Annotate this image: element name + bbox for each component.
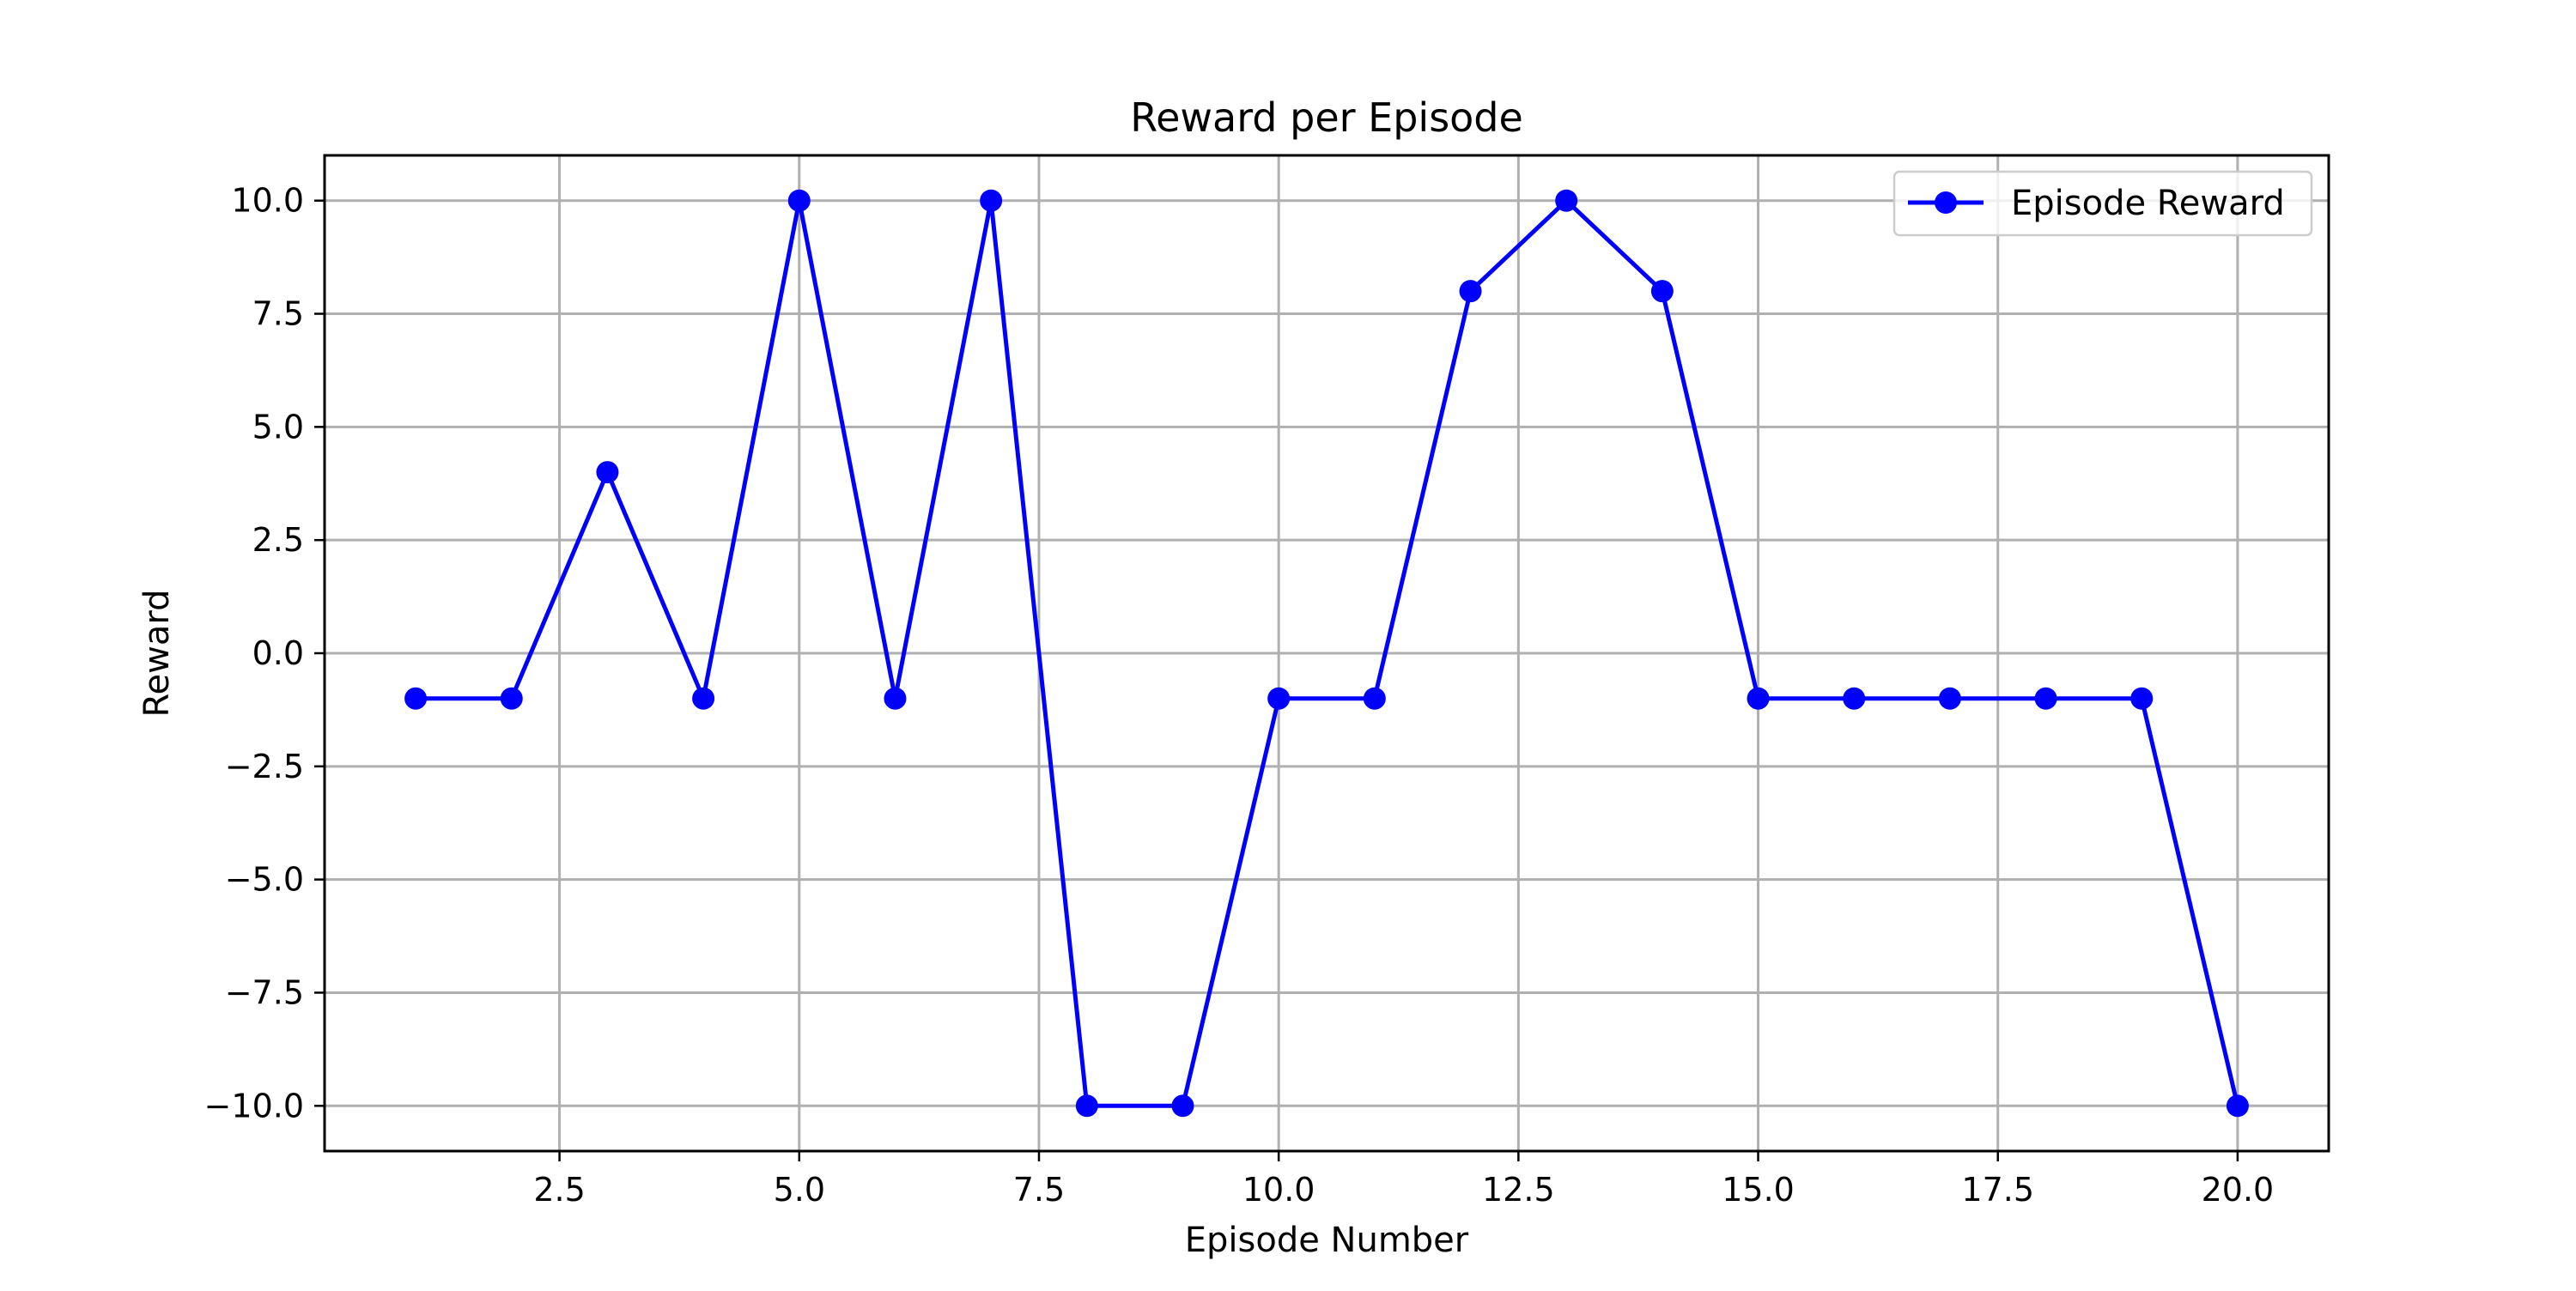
data-point [1650,280,1674,303]
y-tick-label: 10.0 [231,182,304,220]
data-point [1267,687,1291,710]
x-tick-label: 12.5 [1482,1171,1555,1209]
y-tick-label: 0.0 [252,634,304,672]
y-tick-label: −2.5 [225,748,304,785]
legend-marker-swatch [1935,191,1957,214]
x-tick-label: 15.0 [1722,1171,1795,1209]
y-axis-label: Reward [137,590,177,718]
series-layer [404,189,2249,1118]
x-tick-label: 17.5 [1961,1171,2034,1209]
y-tick-label: −10.0 [204,1087,304,1124]
data-point [884,687,907,710]
data-point [692,687,715,710]
x-tick-label: 20.0 [2202,1171,2275,1209]
y-tick-label: 2.5 [252,521,304,559]
data-point [1747,687,1770,710]
data-point [596,461,619,484]
grid-lines [325,155,2329,1151]
x-axis-ticks: 2.5 5.0 7.5 10.0 12.5 15.0 17.5 20.0 [533,1151,2274,1209]
x-tick-label: 5.0 [774,1171,825,1209]
data-point [2034,687,2057,710]
series-line [416,198,2240,1108]
x-tick-label: 7.5 [1013,1171,1065,1209]
x-axis-label: Episode Number [1185,1221,1469,1260]
y-tick-label: −7.5 [225,973,304,1011]
data-point [787,189,811,212]
x-tick-label: 2.5 [533,1171,585,1209]
x-tick-label: 10.0 [1242,1171,1315,1209]
data-point [1938,687,1961,710]
data-point [1555,189,1578,212]
data-point [1171,1094,1194,1118]
data-point [1459,280,1482,303]
y-tick-label: 7.5 [252,295,304,333]
legend-box [1893,170,2313,237]
y-tick-label: 5.0 [252,408,304,445]
data-point [2226,1094,2249,1118]
data-point [980,189,1003,212]
data-point [1075,1094,1098,1118]
chart-title: Reward per Episode [1130,94,1523,141]
data-point [500,687,523,710]
y-tick-label: −5.0 [225,861,304,899]
data-point [2130,687,2154,710]
legend: Episode Reward [1893,170,2313,237]
legend-label: Episode Reward [2011,184,2285,223]
y-axis-ticks: 10.0 7.5 5.0 2.5 0.0 −2.5 −5.0 −7.5 −10.0 [204,182,325,1124]
data-point [1363,687,1386,710]
data-point [404,687,428,710]
data-point [1843,687,1866,710]
